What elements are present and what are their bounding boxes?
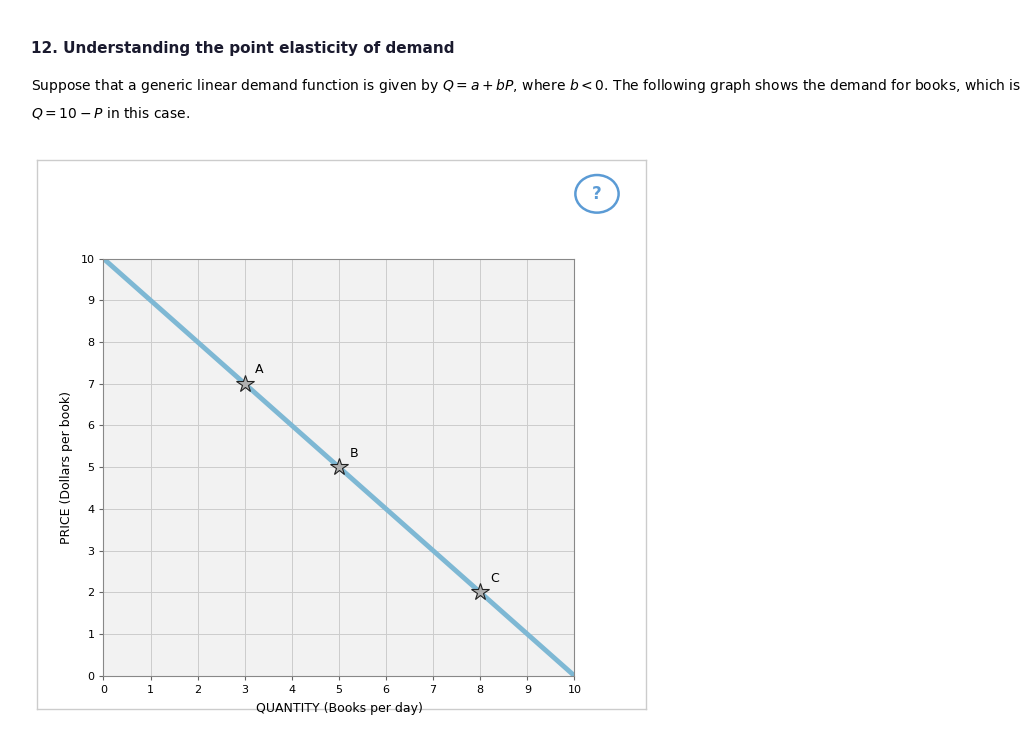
Text: ?: ? — [592, 185, 602, 203]
X-axis label: QUANTITY (Books per day): QUANTITY (Books per day) — [256, 702, 422, 715]
Text: 12. Understanding the point elasticity of demand: 12. Understanding the point elasticity o… — [31, 41, 455, 55]
Text: B: B — [349, 447, 358, 460]
Text: A: A — [255, 363, 263, 376]
Text: C: C — [490, 572, 500, 585]
Text: $Q = 10 - P$ in this case.: $Q = 10 - P$ in this case. — [31, 105, 189, 121]
Y-axis label: PRICE (Dollars per book): PRICE (Dollars per book) — [60, 391, 74, 544]
Text: Suppose that a generic linear demand function is given by $Q = a + bP$, where $b: Suppose that a generic linear demand fun… — [31, 77, 1021, 95]
